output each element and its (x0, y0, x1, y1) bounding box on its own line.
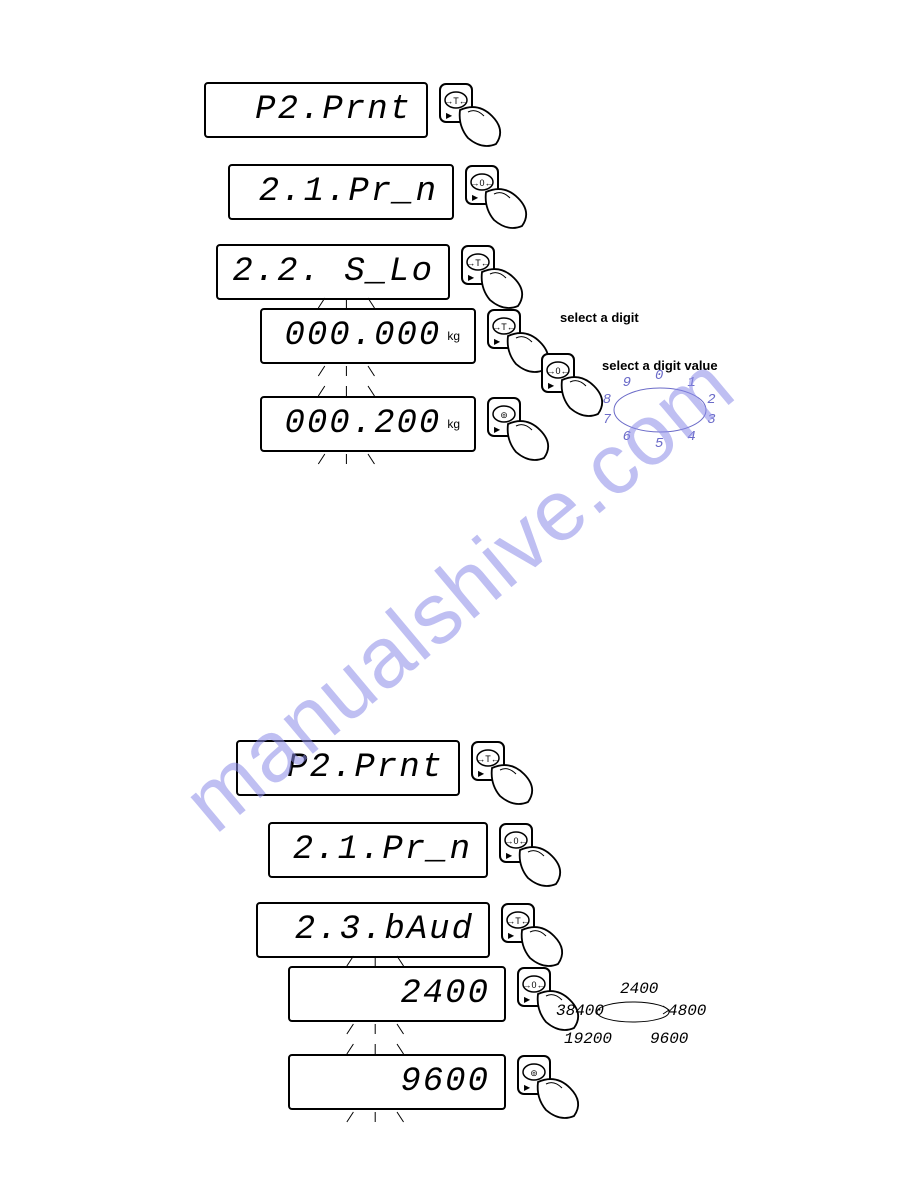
press-button-icon: →T← ▶ (460, 244, 520, 304)
press-button-icon: ⊚ ▶ (486, 396, 546, 456)
lcd-row: P2.Prnt →T← ▶ (204, 82, 548, 142)
lcd-display: 000.200 kg (260, 396, 476, 452)
svg-text:▶: ▶ (472, 193, 479, 202)
lcd-display: 000.000 kg (260, 308, 476, 364)
svg-text:▶: ▶ (494, 337, 501, 346)
dial-digit: 6 (623, 429, 631, 445)
baud-value: 38400 (556, 1002, 604, 1020)
lcd-display: P2.Prnt (236, 740, 460, 796)
dial-digit: 0 (655, 368, 663, 384)
dial-digit: 8 (603, 392, 611, 408)
tick-marks (260, 364, 476, 378)
svg-text:→0←: →0← (504, 836, 527, 846)
svg-text:▶: ▶ (508, 931, 515, 940)
svg-text:▶: ▶ (524, 1083, 531, 1092)
svg-text:→T←: →T← (492, 322, 516, 332)
press-button-icon: →T← ▶ (438, 82, 498, 142)
svg-text:▶: ▶ (478, 769, 485, 778)
svg-text:⊚: ⊚ (500, 410, 508, 420)
lcd-display: 2400 (288, 966, 506, 1022)
lcd-text: 9600 (400, 1063, 490, 1101)
lcd-text: 2400 (400, 975, 490, 1013)
svg-text:→T←: →T← (444, 96, 468, 106)
baud-value: 4800 (668, 1002, 706, 1020)
lcd-display: 2.3.bAud (256, 902, 490, 958)
baud-value: 9600 (650, 1030, 688, 1048)
press-button-icon: →0← ▶ (498, 822, 558, 882)
press-button-icon: →0← ▶ (464, 164, 524, 224)
lcd-display: 2.1.Pr_n (228, 164, 454, 220)
lcd-row: 2.1.Pr_n →0← ▶ (228, 164, 574, 224)
svg-text:→T←: →T← (506, 916, 530, 926)
unit-label: kg (447, 417, 460, 431)
dial-digit: 9 (623, 375, 631, 391)
svg-text:▶: ▶ (494, 425, 501, 434)
diagram-page: manualshive.com P2.Prnt →T← ▶ 2.1.Pr_n →… (0, 0, 918, 1188)
lcd-text: 000.000 (284, 317, 441, 355)
baud-value: 19200 (564, 1030, 612, 1048)
tick-marks (288, 1022, 506, 1036)
svg-text:▶: ▶ (446, 111, 453, 120)
press-button-icon: ⊚ ▶ (516, 1054, 576, 1114)
lcd-text: 000.200 (284, 405, 441, 443)
svg-text:▶: ▶ (506, 851, 513, 860)
svg-text:→0←: →0← (470, 178, 493, 188)
svg-text:▶: ▶ (548, 381, 555, 390)
lcd-text: 2.1.Pr_n (293, 831, 472, 869)
lcd-text: 2.2. S_Lo (232, 253, 434, 291)
svg-text:→0←: →0← (546, 366, 569, 376)
svg-text:→T←: →T← (466, 258, 490, 268)
dial-digit: 1 (687, 375, 695, 391)
lcd-display: 2.1.Pr_n (268, 822, 488, 878)
lcd-row: 2.1.Pr_n →0← ▶ (268, 822, 608, 882)
dial-digit: 5 (655, 436, 663, 452)
svg-text:⊚: ⊚ (530, 1068, 538, 1078)
tick-marks (288, 1110, 506, 1124)
lcd-row: 9600 ⊚ ▶ (288, 1054, 626, 1114)
press-button-icon: →T← ▶ (486, 308, 546, 368)
baud-value: 2400 (620, 980, 658, 998)
dial-digit: 2 (707, 392, 715, 408)
lcd-text: P2.Prnt (287, 749, 444, 787)
svg-text:▶: ▶ (468, 273, 475, 282)
press-button-icon: →T← ▶ (470, 740, 530, 800)
dial-digit: 7 (603, 412, 611, 428)
lcd-display: P2.Prnt (204, 82, 428, 138)
dial-digit: 3 (707, 412, 715, 428)
press-button-icon: →0← ▶ (540, 352, 600, 412)
lcd-text: 2.3.bAud (295, 911, 474, 949)
baud-dial-ellipse (593, 998, 673, 1031)
unit-label: kg (447, 329, 460, 343)
dial-digit: 4 (687, 429, 695, 445)
tick-marks (260, 452, 476, 466)
annotation-select-digit: select a digit (560, 310, 639, 325)
lcd-row: 2.3.bAud →T← ▶ (256, 902, 610, 962)
lcd-text: P2.Prnt (255, 91, 412, 129)
press-button-icon: →T← ▶ (500, 902, 560, 962)
svg-text:→T←: →T← (476, 754, 500, 764)
svg-text:▶: ▶ (524, 995, 531, 1004)
lcd-display: 2.2. S_Lo (216, 244, 450, 300)
svg-text:→0←: →0← (522, 980, 545, 990)
lcd-row: 2.2. S_Lo →T← ▶ (216, 244, 570, 304)
lcd-text: 2.1.Pr_n (259, 173, 438, 211)
lcd-row: P2.Prnt →T← ▶ (236, 740, 580, 800)
lcd-display: 9600 (288, 1054, 506, 1110)
